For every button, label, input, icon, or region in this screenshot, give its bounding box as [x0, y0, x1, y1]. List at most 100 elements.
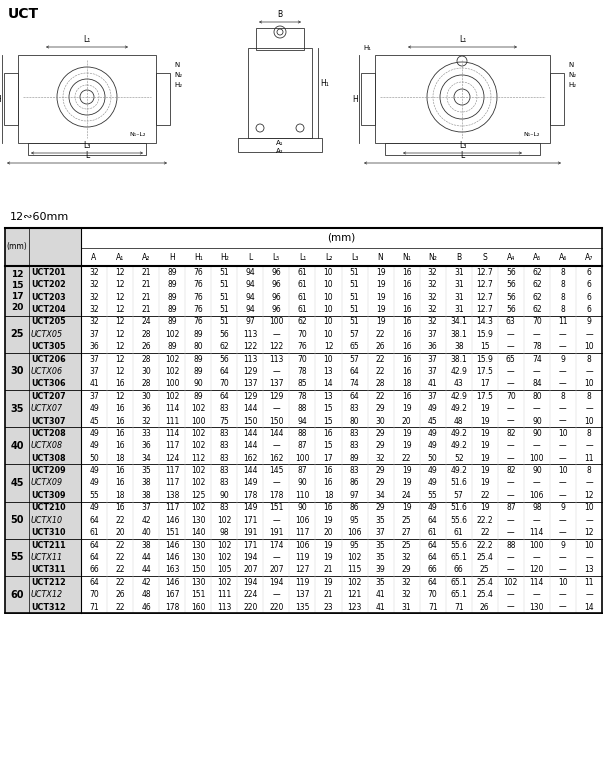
Text: 19: 19 — [376, 317, 385, 327]
Text: 114: 114 — [165, 429, 179, 438]
Text: N₂: N₂ — [568, 72, 576, 78]
Text: 71: 71 — [89, 602, 99, 611]
Text: 25: 25 — [402, 515, 412, 525]
Text: 61: 61 — [297, 305, 307, 314]
Text: 16: 16 — [324, 503, 333, 512]
Text: 57: 57 — [350, 354, 359, 364]
Text: 32: 32 — [428, 305, 438, 314]
Text: 96: 96 — [271, 305, 281, 314]
Text: 55: 55 — [428, 491, 438, 500]
Text: 102: 102 — [347, 577, 362, 587]
Text: 23: 23 — [324, 602, 333, 611]
Text: S: S — [483, 252, 487, 262]
Text: 37: 37 — [89, 367, 99, 376]
Text: 100: 100 — [530, 454, 544, 463]
Text: 35: 35 — [376, 577, 385, 587]
Text: 22: 22 — [402, 454, 412, 463]
Text: 61: 61 — [454, 528, 464, 537]
Text: L₅: L₅ — [273, 252, 280, 262]
Text: A₁: A₁ — [276, 140, 283, 146]
Text: 102: 102 — [217, 515, 231, 525]
Text: UCT207: UCT207 — [31, 392, 66, 401]
Text: 36: 36 — [428, 342, 438, 351]
Text: L₂: L₂ — [325, 252, 332, 262]
Text: 51: 51 — [350, 268, 359, 276]
Text: 90: 90 — [297, 503, 307, 512]
Text: 37: 37 — [141, 503, 151, 512]
Text: 46: 46 — [141, 602, 151, 611]
Text: 6: 6 — [586, 305, 591, 314]
Text: 117: 117 — [295, 528, 310, 537]
Text: 15: 15 — [324, 404, 333, 413]
Text: 48: 48 — [454, 416, 464, 426]
Text: 37: 37 — [89, 392, 99, 401]
Text: H: H — [169, 252, 175, 262]
Text: 10: 10 — [584, 379, 594, 389]
Text: 88: 88 — [297, 404, 307, 413]
Text: 89: 89 — [194, 354, 203, 364]
Text: 76: 76 — [297, 342, 307, 351]
Text: 18: 18 — [115, 491, 125, 500]
Text: —: — — [585, 441, 593, 450]
Text: —: — — [559, 379, 567, 389]
Text: L: L — [85, 151, 89, 160]
Text: 144: 144 — [243, 441, 257, 450]
Text: 19: 19 — [480, 441, 490, 450]
Text: 144: 144 — [243, 429, 257, 438]
Text: N: N — [568, 62, 573, 68]
Text: 16: 16 — [115, 379, 125, 389]
Text: —: — — [507, 404, 515, 413]
Text: 117: 117 — [165, 466, 179, 475]
Text: 22: 22 — [115, 515, 125, 525]
Text: —: — — [273, 590, 280, 599]
Bar — [385, 143, 540, 155]
Text: —: — — [559, 416, 567, 426]
Text: 50: 50 — [10, 515, 24, 526]
Text: 10: 10 — [324, 317, 333, 327]
Text: 24: 24 — [141, 317, 151, 327]
Text: 44: 44 — [141, 565, 151, 574]
Text: 16: 16 — [402, 330, 412, 339]
Text: 163: 163 — [165, 565, 180, 574]
Text: 37: 37 — [428, 392, 438, 401]
Text: 62: 62 — [532, 293, 541, 302]
Text: 31: 31 — [454, 293, 464, 302]
Text: 8: 8 — [560, 305, 565, 314]
Text: 102: 102 — [217, 577, 231, 587]
Text: —: — — [585, 590, 593, 599]
Text: 85: 85 — [297, 379, 307, 389]
Text: 51: 51 — [350, 305, 359, 314]
Text: 36: 36 — [141, 404, 151, 413]
Text: 137: 137 — [295, 590, 310, 599]
Text: —: — — [585, 478, 593, 488]
Text: 98: 98 — [532, 503, 541, 512]
Text: UCT209: UCT209 — [31, 466, 66, 475]
Text: 17: 17 — [480, 379, 490, 389]
Text: 51: 51 — [350, 317, 359, 327]
Text: 150: 150 — [243, 416, 257, 426]
Text: UCT307: UCT307 — [31, 416, 66, 426]
Text: 87: 87 — [506, 503, 515, 512]
Text: 100: 100 — [165, 379, 180, 389]
Text: 66: 66 — [428, 565, 438, 574]
Text: 102: 102 — [347, 553, 362, 562]
Text: 83: 83 — [350, 404, 359, 413]
Text: 22: 22 — [115, 577, 125, 587]
Text: 102: 102 — [217, 553, 231, 562]
Text: 100: 100 — [269, 317, 283, 327]
Text: 19: 19 — [480, 466, 490, 475]
Text: 19: 19 — [324, 577, 333, 587]
Bar — [4, 73, 18, 125]
Text: 64: 64 — [428, 577, 438, 587]
Text: 63: 63 — [506, 317, 516, 327]
Text: —: — — [585, 330, 593, 339]
Text: 18: 18 — [402, 379, 412, 389]
Text: 16: 16 — [115, 416, 125, 426]
Text: 138: 138 — [165, 491, 179, 500]
Text: —: — — [585, 404, 593, 413]
Text: 38: 38 — [141, 491, 151, 500]
Text: 61: 61 — [89, 528, 99, 537]
Text: 45: 45 — [428, 416, 438, 426]
Text: 10: 10 — [558, 429, 568, 438]
Text: 115: 115 — [347, 565, 362, 574]
